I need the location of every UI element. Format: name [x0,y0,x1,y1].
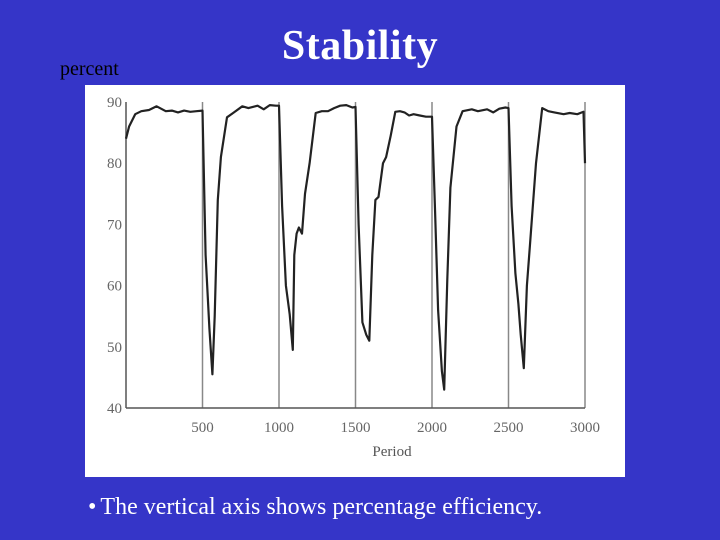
x-tick-label-500: 500 [191,420,214,436]
line-chart: 40 50 60 70 80 90 500 1000 1500 2000 2500 3000 Per… [107,95,600,460]
x-tick-label-2000: 2000 [417,420,447,436]
bullet-text: The vertical axis shows percentage effic… [100,494,543,520]
x-tick-label-1500: 1500 [341,420,371,436]
period-boundary-lines [201,102,586,408]
slide-title: Stability [281,23,439,69]
x-axis-title: Period [372,444,412,460]
bullet-dot: • [88,494,97,520]
y-tick-label-60: 60 [107,279,122,295]
x-tick-label-3000: 3000 [570,420,600,436]
chart-panel: 40 50 60 70 80 90 500 1000 1500 2000 2500 3000 Per… [85,85,625,477]
y-axis-label: percent [60,58,119,80]
y-tick-labels: 40 50 60 70 80 90 [107,95,122,417]
x-tick-labels: 500 1000 1500 2000 2500 3000 [191,420,600,436]
y-tick-label-70: 70 [107,217,122,233]
y-tick-label-50: 50 [107,340,122,356]
y-tick-label-80: 80 [107,156,122,172]
y-tick-label-40: 40 [107,401,122,417]
x-tick-label-2500: 2500 [494,420,524,436]
efficiency-series-line [124,104,587,391]
x-tick-label-1000: 1000 [264,420,294,436]
y-tick-label-90: 90 [107,95,122,111]
bullet-point: • The vertical axis shows percentage effi… [88,494,542,521]
